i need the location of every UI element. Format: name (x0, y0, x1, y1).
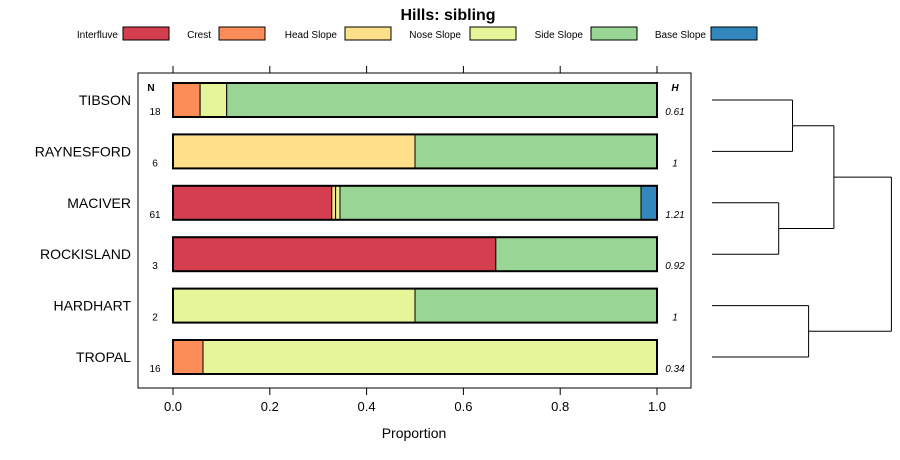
bar-tibson-crest (172, 82, 201, 118)
bar-outline-tibson (172, 82, 658, 118)
legend-label-base-slope: Base Slope (655, 30, 707, 41)
x-axis-label: Proportion (382, 425, 447, 441)
legend-swatch-base-slope (710, 26, 758, 41)
n-value-tropal: 16 (149, 364, 161, 375)
legend-label-crest: Crest (187, 30, 211, 41)
category-label-tibson: TIBSON (79, 92, 131, 108)
category-labels: TIBSON RAYNESFORD MACIVER ROCKISLAND HARDHAR… (35, 92, 132, 365)
bar-hardhart-nose-slope (172, 288, 416, 324)
legend-label-head-slope: Head Slope (285, 30, 338, 41)
bar-outline-hardhart (172, 287, 658, 324)
bar-tibson-nose-slope (199, 82, 228, 118)
category-label-maciver: MACIVER (67, 195, 131, 211)
x-tick-label-1: 0.2 (261, 399, 279, 414)
bar-rockisland-interfluve (172, 236, 497, 272)
bar-raynesford-head-slope (172, 133, 416, 169)
chart-title: Hills: sibling (400, 7, 495, 24)
h-header: H (671, 83, 679, 94)
bar-maciver-nose-slope (335, 185, 341, 221)
n-value-hardhart: 2 (152, 313, 158, 324)
legend-label-interfluve: Interfluve (77, 30, 119, 41)
bar-outline-tropal (172, 339, 658, 375)
bar-maciver-head-slope (331, 185, 337, 221)
category-label-tropal: TROPAL (76, 349, 131, 365)
bar-maciver-base-slope (640, 185, 658, 221)
bar-outline-rockisland (172, 236, 658, 273)
legend-swatch-nose-slope (469, 26, 517, 41)
h-value-tropal: 0.34 (665, 364, 685, 375)
plot-frame (137, 72, 692, 389)
bar-raynesford-side-slope (414, 133, 658, 169)
n-value-maciver: 61 (149, 210, 161, 221)
x-tick-label-0: 0.0 (164, 399, 182, 414)
bar-maciver-side-slope (339, 185, 642, 221)
x-tick-label-3: 0.6 (454, 399, 472, 414)
bar-maciver-interfluve (172, 185, 333, 221)
category-label-hardhart: HARDHART (53, 298, 131, 314)
legend: Interfluve Crest Head Slope Nose Slope Side … (77, 26, 758, 41)
x-tick-label-4: 0.8 (551, 399, 569, 414)
h-value-tibson: 0.61 (665, 107, 684, 118)
x-tick-label-5: 1.0 (648, 399, 666, 414)
category-label-rockisland: ROCKISLAND (40, 246, 131, 262)
legend-label-nose-slope: Nose Slope (409, 30, 461, 41)
bar-outline-raynesford (172, 133, 658, 170)
n-header: N (147, 83, 154, 94)
legend-swatch-side-slope (590, 26, 638, 41)
legend-swatch-interfluve (122, 26, 170, 41)
legend-label-side-slope: Side Slope (535, 30, 584, 41)
dendrogram (712, 99, 892, 358)
legend-swatch-crest (218, 26, 266, 41)
bar-tibson-side-slope (226, 82, 658, 118)
bottom-ticks: 0.0 0.2 0.4 0.6 0.8 1.0 (164, 388, 666, 414)
category-label-raynesford: RAYNESFORD (35, 143, 131, 159)
h-value-raynesford: 1 (672, 158, 678, 169)
x-tick-label-2: 0.4 (358, 399, 376, 414)
n-value-raynesford: 6 (152, 158, 158, 169)
bar-rockisland-side-slope (495, 236, 658, 272)
h-value-maciver: 1.21 (665, 210, 684, 221)
bars (172, 82, 658, 375)
bar-tropal-nose-slope (202, 339, 658, 375)
legend-swatch-head-slope (344, 26, 392, 41)
n-value-rockisland: 3 (152, 261, 158, 272)
top-ticks (172, 66, 658, 73)
h-value-rockisland: 0.92 (665, 261, 685, 272)
bar-hardhart-side-slope (414, 288, 658, 324)
h-value-hardhart: 1 (672, 313, 678, 324)
n-value-tibson: 18 (149, 107, 161, 118)
bar-tropal-crest (172, 339, 204, 375)
annotations: 18 0.616 161 1.213 0.922 116 0.34 (149, 107, 685, 375)
bar-outline-maciver (172, 184, 658, 221)
